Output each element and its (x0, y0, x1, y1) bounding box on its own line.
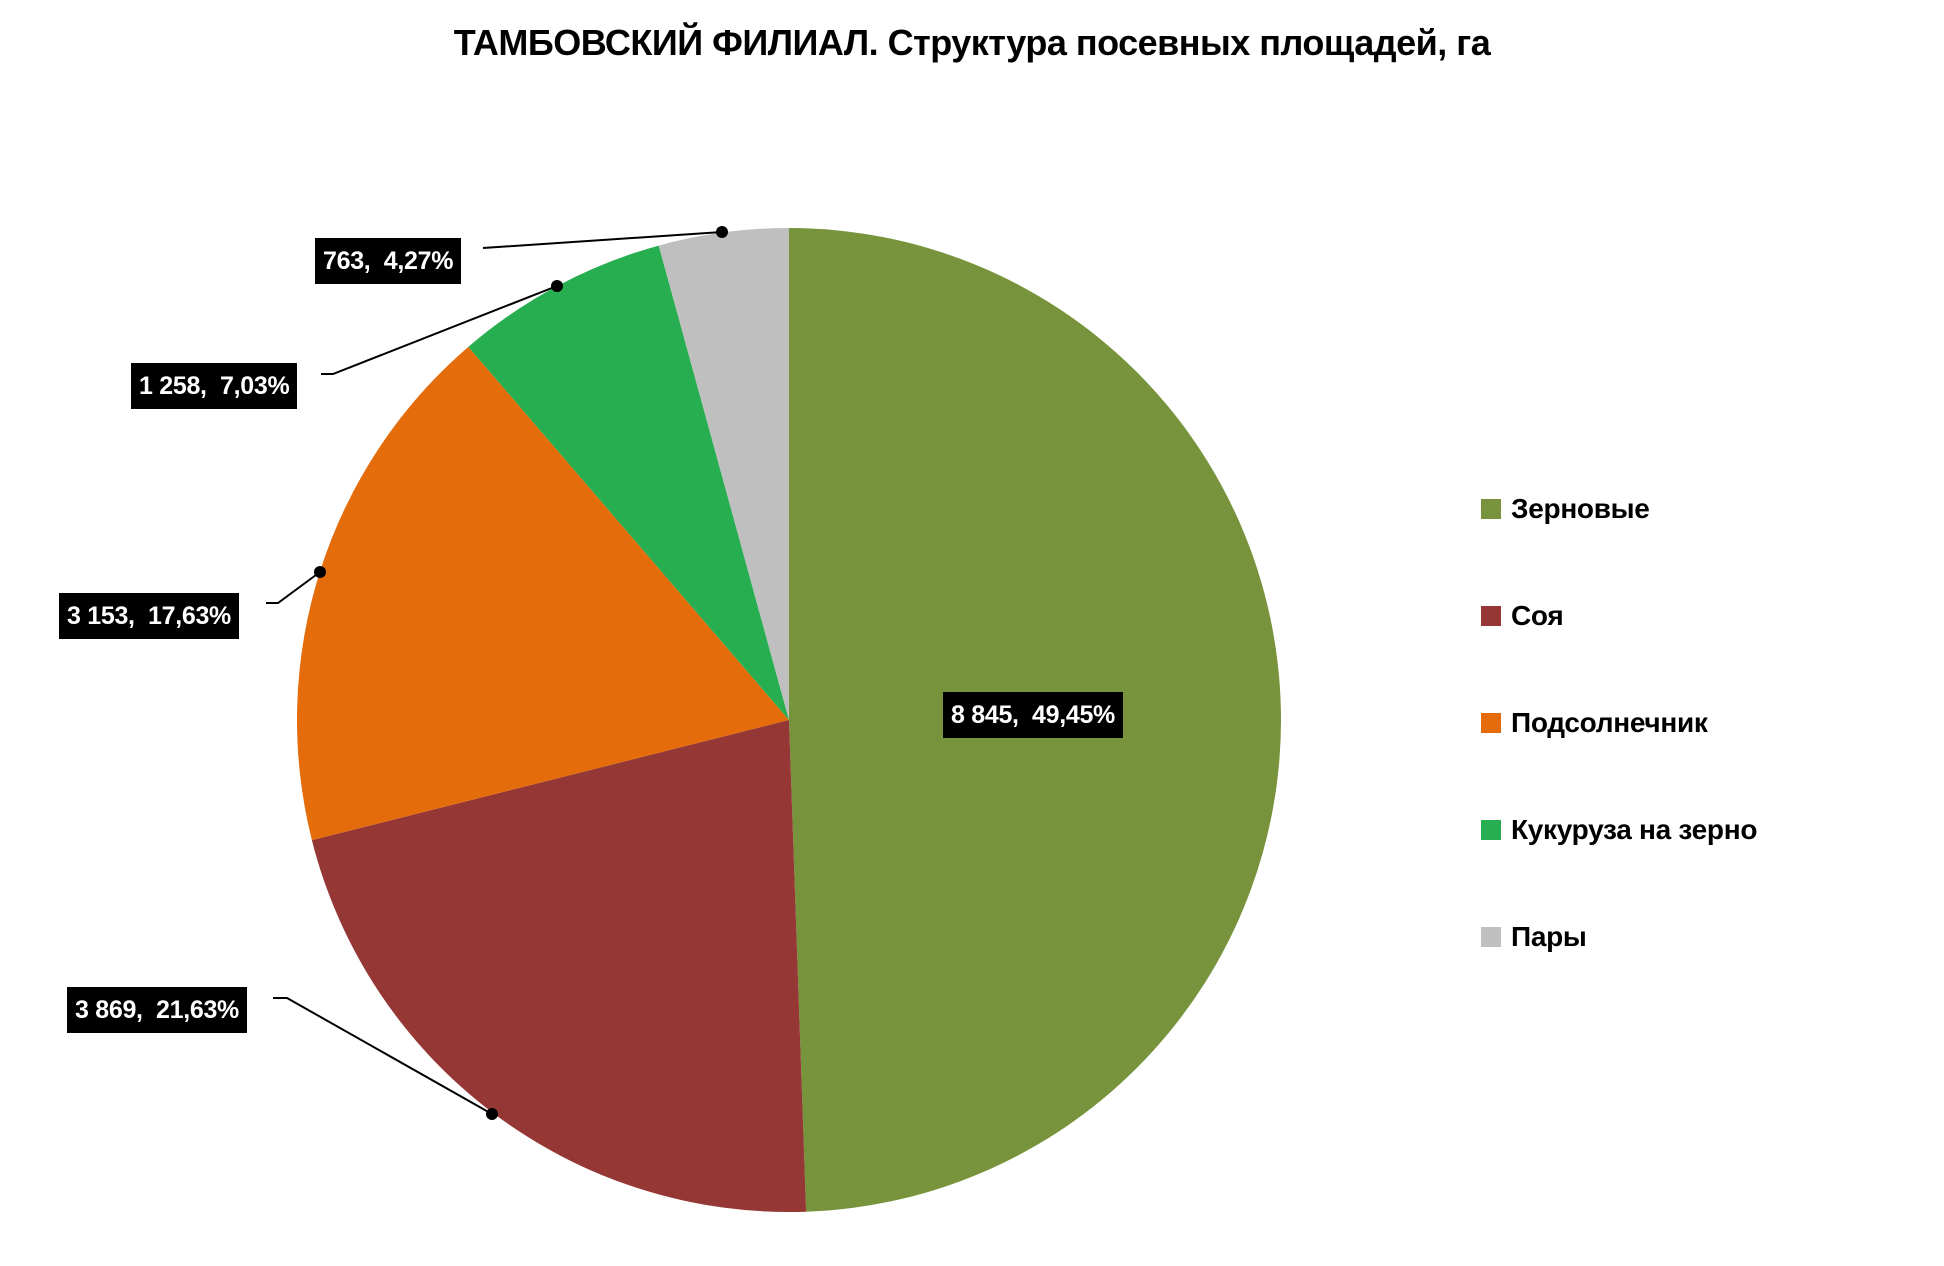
legend-swatch-icon (1481, 820, 1501, 840)
leader-line-soya (273, 997, 493, 1115)
leader-dot-podsolnechnik (314, 566, 326, 578)
data-label-pary: 763, 4,27% (315, 238, 462, 284)
leader-line-pary (482, 231, 723, 249)
leader-dot-soya (486, 1108, 498, 1120)
legend-label: Подсолнечник (1511, 707, 1708, 738)
leader-lines (266, 226, 728, 1120)
legend-swatch-icon (1481, 606, 1501, 626)
legend-label: Пары (1511, 921, 1587, 952)
legend-item-podsolnechnik[interactable]: Подсолнечник (1481, 703, 1708, 743)
pie-slice-kukuruza[interactable] (468, 245, 789, 720)
pie-slices (297, 228, 1281, 1212)
legend-swatch-icon (1481, 713, 1501, 733)
legend-item-kukuruza[interactable]: Кукуруза на зерно (1481, 810, 1757, 850)
legend-swatch-icon (1481, 927, 1501, 947)
pie-slice-podsolnechnik[interactable] (297, 346, 789, 841)
data-label-soya: 3 869, 21,63% (67, 987, 247, 1033)
leader-line-kukuruza (321, 285, 558, 375)
legend-label: Кукуруза на зерно (1511, 814, 1758, 845)
leader-dot-pary (716, 226, 728, 238)
legend-item-soya[interactable]: Соя (1481, 596, 1564, 636)
chart-title: ТАМБОВСКИЙ ФИЛИАЛ. Структура посевных пл… (453, 22, 1491, 63)
pie-slice-pary[interactable] (658, 228, 789, 720)
legend-item-zernovye[interactable]: Зерновые (1481, 489, 1650, 529)
legend-swatch-icon (1481, 499, 1501, 519)
legend-label: Зерновые (1511, 493, 1650, 524)
legend-label: Соя (1511, 600, 1564, 631)
leader-dot-kukuruza (551, 280, 563, 292)
leader-line-podsolnechnik (266, 571, 321, 604)
data-label-zernovye: 8 845, 49,45% (943, 692, 1123, 738)
data-label-kukuruza: 1 258, 7,03% (131, 363, 298, 409)
pie-slice-soya[interactable] (311, 720, 807, 1212)
data-label-podsolnechnik: 3 153, 17,63% (59, 593, 239, 639)
legend-item-pary[interactable]: Пары (1481, 917, 1587, 957)
